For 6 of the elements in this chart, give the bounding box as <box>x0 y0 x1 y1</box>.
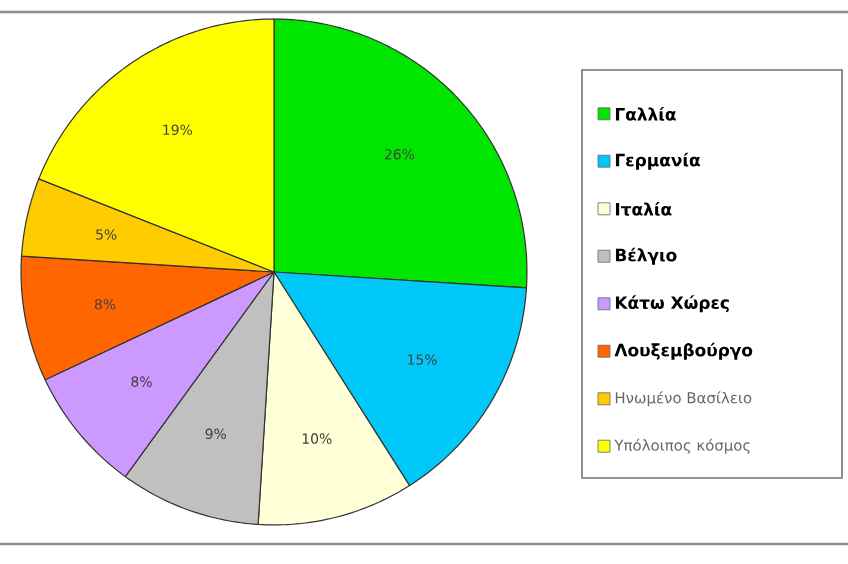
legend-label: Βέλγιο <box>615 247 677 265</box>
legend-label: Γερμανία <box>615 152 700 170</box>
legend-label: Λουξεμβούργο <box>614 342 753 360</box>
legend-label: Κάτω Χώρες <box>615 295 729 313</box>
legend-label: Ιταλία <box>615 201 672 216</box>
legend-label: Γαλλία <box>615 106 676 121</box>
